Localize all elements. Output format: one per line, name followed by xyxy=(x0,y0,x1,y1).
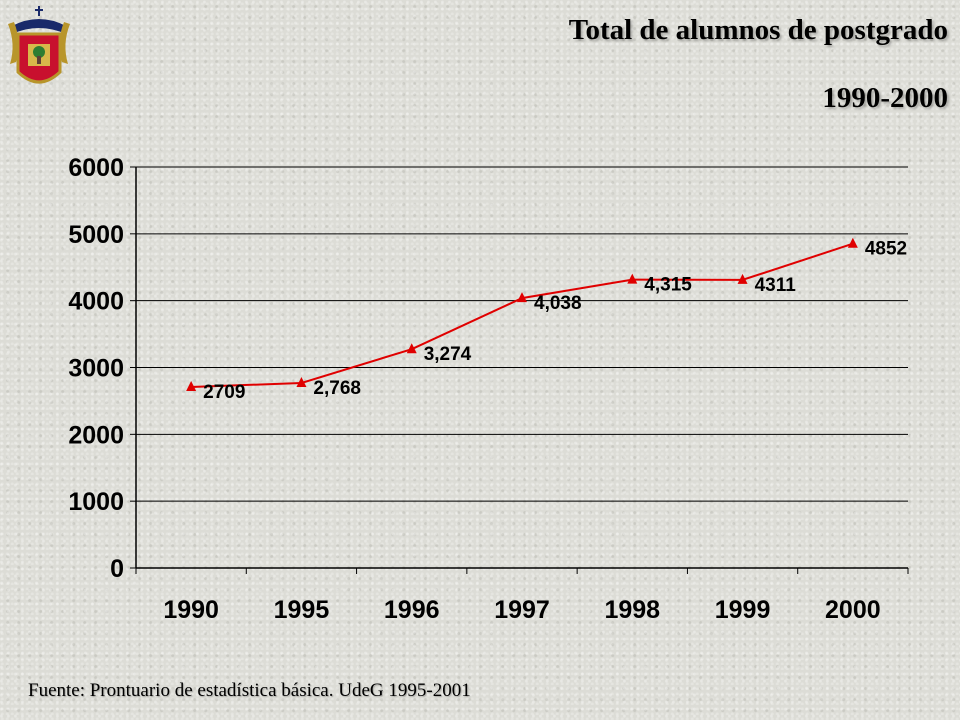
x-tick-label: 1995 xyxy=(274,596,330,624)
data-label: 4311 xyxy=(755,275,797,296)
x-tick-label: 1997 xyxy=(494,596,550,624)
y-tick-label: 0 xyxy=(110,555,124,583)
y-tick-label: 6000 xyxy=(68,154,124,182)
data-label: 4,038 xyxy=(534,293,582,314)
data-label: 4852 xyxy=(865,239,907,260)
data-label: 2709 xyxy=(203,382,245,403)
data-point-marker xyxy=(186,380,197,391)
x-tick-label: 1996 xyxy=(384,596,440,624)
page-title: Total de alumnos de postgrado xyxy=(568,14,948,46)
data-point-marker xyxy=(847,237,858,248)
series-line xyxy=(191,242,854,388)
page-subtitle: 1990-2000 xyxy=(822,82,948,114)
data-label: 3,274 xyxy=(424,344,472,365)
data-point-marker xyxy=(296,377,307,388)
x-tick-label: 1999 xyxy=(715,596,771,624)
x-tick-label: 1990 xyxy=(163,596,219,624)
x-tick-label: 2000 xyxy=(825,596,881,624)
x-tick-label: 1998 xyxy=(604,596,660,624)
chart-title-block: Total de alumnos de postgrado 1990-2000 xyxy=(569,10,948,118)
university-crest-icon xyxy=(8,6,70,84)
data-point-marker xyxy=(627,273,638,284)
y-tick-label: 5000 xyxy=(68,221,124,249)
source-note: Fuente: Prontuario de estadística básica… xyxy=(28,680,471,701)
y-tick-label: 1000 xyxy=(68,488,124,516)
y-tick-label: 3000 xyxy=(68,355,124,383)
data-point-marker xyxy=(517,292,527,303)
y-tick-label: 4000 xyxy=(68,288,124,316)
data-point-marker xyxy=(737,273,748,284)
data-label: 2,768 xyxy=(313,378,361,399)
y-tick-label: 2000 xyxy=(68,421,124,449)
university-logo xyxy=(4,4,74,96)
data-point-marker xyxy=(406,343,417,354)
data-label: 4,315 xyxy=(644,275,692,296)
